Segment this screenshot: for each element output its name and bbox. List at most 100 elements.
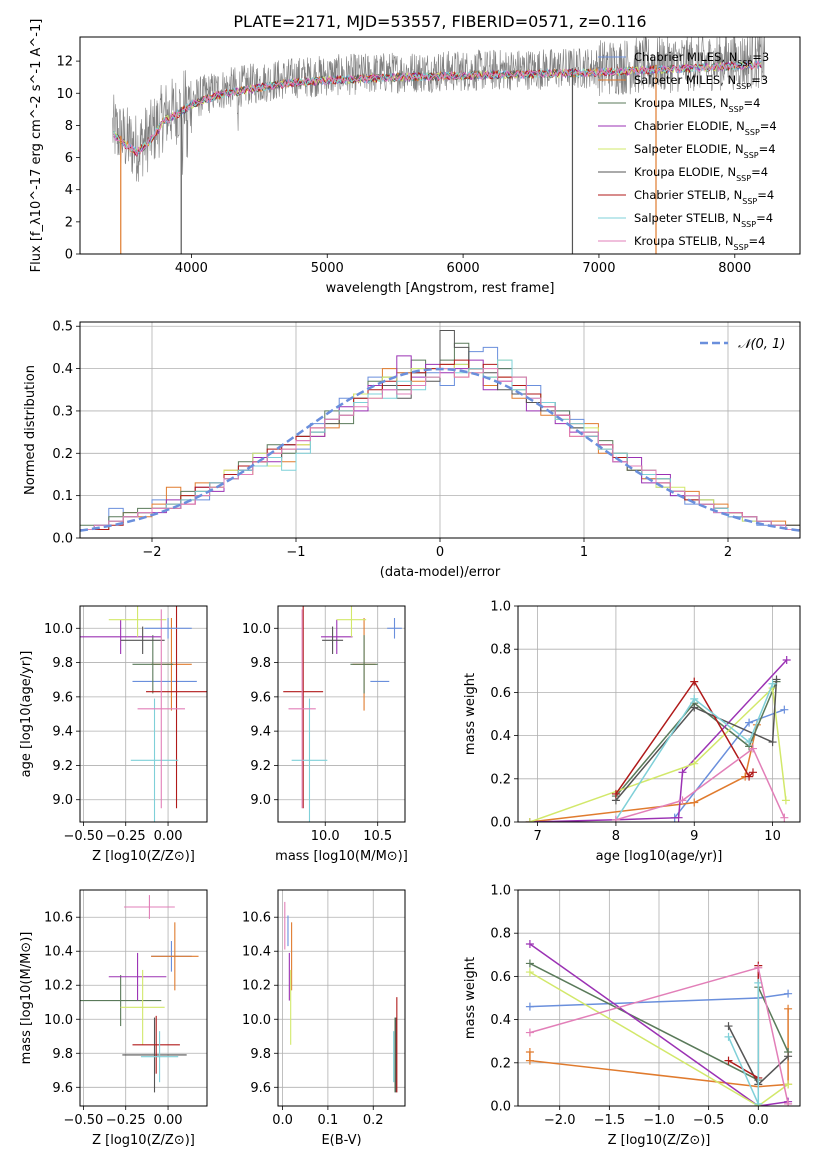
x-axis-label: mass [log10(M/M⊙)] xyxy=(275,849,408,864)
x-tick-label: 9 xyxy=(690,829,698,844)
x-tick-label: −0.5 xyxy=(693,1113,725,1128)
axes-spectrum: 4000 5000 6000 7000 8000 0 2 4 6 8 10 12 wavelength … xyxy=(29,19,751,296)
y-tick-label: 9.6 xyxy=(250,690,271,705)
axes-weight_vs_age: 7 8 9 10 0.0 0.2 0.4 0.6 0.8 1.0 age [log10(age/yr… xyxy=(463,600,800,864)
spectrum-legend: Chabrier MILES, NSSP=3 Salpeter MILES, NS… xyxy=(598,50,777,252)
axes-age_vs_Z: −0.50 −0.25 0.00 9.0 9.2 9.4 9.6 9.8 10.0 Z [log1… xyxy=(19,606,207,864)
weight-marker xyxy=(724,1056,733,1065)
weight-marker xyxy=(525,1002,534,1011)
y-tick-label: 9.8 xyxy=(52,1047,73,1062)
weight-marker xyxy=(745,772,754,781)
y-tick-label: 0.8 xyxy=(490,927,511,942)
histograms xyxy=(80,330,800,538)
y-tick-label: 0.2 xyxy=(490,1056,511,1071)
y-tick-label: 10.0 xyxy=(44,622,73,637)
weight-marker xyxy=(784,1052,793,1061)
weight-series xyxy=(529,943,789,1106)
y-tick-label: 10 xyxy=(56,87,73,102)
model-spectrum xyxy=(113,59,762,157)
axes-age_vs_mass: 10.0 10.5 9.0 9.2 9.4 9.6 9.8 10.0 mass [log10(M… xyxy=(242,606,408,864)
errorbars-age_vs_mass xyxy=(283,606,402,822)
y-tick-label: 10.6 xyxy=(44,911,73,926)
x-tick-label: 10.5 xyxy=(363,829,392,844)
y-tick-label: 0.8 xyxy=(490,643,511,658)
legend-label: 𝒩(0, 1) xyxy=(738,337,785,352)
y-tick-label: 9.8 xyxy=(52,656,73,671)
y-tick-label: 8 xyxy=(65,119,73,134)
x-tick-label: 4000 xyxy=(175,261,208,276)
model-spectrum xyxy=(113,60,762,153)
weight-marker xyxy=(674,813,683,822)
weight-marker xyxy=(784,1080,793,1089)
y-tick-label: 9.8 xyxy=(250,1047,271,1062)
weight-marker xyxy=(780,705,789,714)
x-tick-label: 5000 xyxy=(311,261,344,276)
y-axis-label: Flux [f_λ10^-17 erg cm^-2 s^-1 A^-1] xyxy=(29,19,44,273)
weight-marker xyxy=(754,963,763,972)
x-axis-label: age [log10(age/yr)] xyxy=(596,849,723,864)
weight-marker xyxy=(678,768,687,777)
y-axis-label: age [log10(age/yr)] xyxy=(19,651,34,778)
y-tick-label: 6 xyxy=(65,151,73,166)
weight-marker xyxy=(749,768,757,777)
x-tick-label: 0 xyxy=(436,545,444,560)
legend-label: Salpeter STELIB, NSSP=4 xyxy=(634,211,773,229)
legend-label: Kroupa MILES, NSSP=4 xyxy=(634,96,760,114)
x-tick-label: 7000 xyxy=(582,261,615,276)
y-tick-label: 0.4 xyxy=(490,1013,511,1028)
weight-marker xyxy=(772,675,781,684)
x-tick-label: 2 xyxy=(724,545,732,560)
x-axis-label: Z [log10(Z/Z⊙)] xyxy=(608,1133,711,1148)
x-tick-label: 0.2 xyxy=(363,1113,384,1128)
y-tick-label: 0 xyxy=(65,248,73,263)
x-tick-label: 1 xyxy=(580,545,588,560)
y-tick-label: 9.2 xyxy=(250,759,271,774)
y-axis-label: mass [log10(M/M⊙)] xyxy=(19,932,34,1065)
weight-marker xyxy=(690,677,699,686)
weight-marker xyxy=(525,940,534,948)
x-axis-label: wavelength [Angstrom, rest frame] xyxy=(326,281,555,296)
y-tick-label: 0.2 xyxy=(52,447,73,462)
weight-series xyxy=(529,686,787,822)
y-tick-label: 0.4 xyxy=(490,729,511,744)
y-tick-label: 0.4 xyxy=(52,362,73,377)
y-tick-label: 0.6 xyxy=(490,970,511,985)
y-tick-label: 9.2 xyxy=(52,759,73,774)
x-tick-label: 10.0 xyxy=(311,829,340,844)
axes-frame xyxy=(277,889,406,1107)
weight-marker xyxy=(724,1022,733,1031)
y-tick-label: 1.0 xyxy=(490,884,511,899)
weight-marker xyxy=(525,959,534,968)
weight-marker xyxy=(690,703,699,712)
x-tick-label: −1 xyxy=(286,545,305,560)
normal-curve xyxy=(80,367,800,532)
legend-label: Kroupa ELODIE, NSSP=4 xyxy=(634,165,768,183)
weight-series xyxy=(529,971,789,1106)
x-axis-label: (data-model)/error xyxy=(380,565,501,580)
weight-marker xyxy=(768,738,777,747)
x-tick-label: 6000 xyxy=(447,261,480,276)
x-tick-label: −0.25 xyxy=(106,829,146,844)
y-tick-label: 10.4 xyxy=(44,945,73,960)
y-tick-label: 10.6 xyxy=(242,911,271,926)
legend-label: Kroupa STELIB, NSSP=4 xyxy=(634,234,765,252)
x-tick-label: −2.0 xyxy=(544,1113,576,1128)
weight-marker xyxy=(525,818,534,822)
x-tick-label: 8000 xyxy=(718,261,751,276)
weight-marker xyxy=(784,1099,793,1106)
x-axis-label: E(B-V) xyxy=(321,1133,361,1148)
axes-mass_vs_Z: −0.50 −0.25 0.00 9.6 9.8 10.0 10.2 10.4 10.6 Z [l… xyxy=(19,890,207,1148)
x-axis-label: Z [log10(Z/Z⊙)] xyxy=(92,1133,195,1148)
y-tick-label: 9.0 xyxy=(250,793,271,808)
y-tick-label: 9.6 xyxy=(52,1081,73,1096)
weight-marker xyxy=(745,738,754,747)
y-tick-label: 0.0 xyxy=(490,1100,511,1115)
y-tick-label: 12 xyxy=(56,55,73,70)
y-tick-label: 0.0 xyxy=(52,532,73,547)
y-tick-label: 10.2 xyxy=(242,979,271,994)
weight-marker xyxy=(784,989,793,998)
legend-label: Chabrier MILES, NSSP=3 xyxy=(634,50,769,68)
y-tick-label: 0.5 xyxy=(52,320,73,335)
weight-marker xyxy=(611,815,620,822)
